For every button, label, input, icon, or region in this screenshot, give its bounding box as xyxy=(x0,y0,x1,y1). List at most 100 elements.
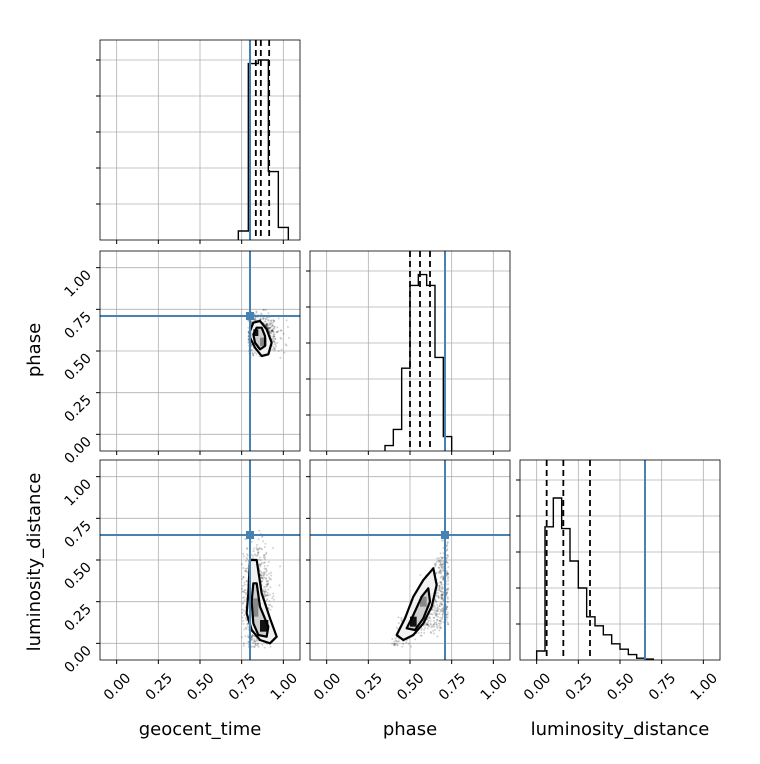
xlabel-luminosity-distance: luminosity_distance xyxy=(531,719,710,740)
sample-point xyxy=(436,626,439,629)
panel-content xyxy=(535,460,655,660)
sample-point xyxy=(420,628,423,631)
sample-point xyxy=(260,547,263,550)
sample-point xyxy=(260,312,263,315)
sample-point xyxy=(440,588,443,591)
sample-point xyxy=(440,560,443,563)
sample-point xyxy=(241,587,244,590)
sample-point xyxy=(262,309,265,312)
panel-content xyxy=(384,251,453,451)
sample-point xyxy=(439,568,442,571)
sample-point xyxy=(262,318,265,321)
sample-point xyxy=(265,570,268,573)
sample-point xyxy=(272,340,275,343)
sample-point xyxy=(436,606,439,609)
sample-point xyxy=(261,548,264,551)
sample-point xyxy=(441,597,444,600)
sample-point xyxy=(279,356,282,359)
sample-point xyxy=(261,588,264,591)
sample-point xyxy=(240,563,243,566)
sample-point xyxy=(263,590,266,593)
sample-point xyxy=(398,640,401,643)
sample-point xyxy=(446,555,449,558)
sample-point xyxy=(436,612,439,615)
sample-point xyxy=(435,572,438,575)
sample-point xyxy=(435,571,438,574)
sample-point xyxy=(397,622,400,625)
sample-point xyxy=(426,623,429,626)
sample-point xyxy=(433,619,436,622)
sample-point xyxy=(433,611,436,614)
sample-point xyxy=(440,603,443,606)
sample-point xyxy=(270,329,273,332)
sample-point xyxy=(258,529,261,532)
sample-point xyxy=(445,591,448,594)
sample-point xyxy=(440,596,443,599)
sample-point xyxy=(439,581,442,584)
density-block xyxy=(260,337,267,346)
sample-point xyxy=(433,605,436,608)
sample-point xyxy=(272,595,275,598)
sample-point xyxy=(246,547,249,550)
sample-point xyxy=(441,613,444,616)
sample-point xyxy=(255,543,258,546)
sample-point xyxy=(441,615,444,618)
sample-point xyxy=(440,565,443,568)
sample-point xyxy=(266,594,269,597)
sample-point xyxy=(440,593,443,596)
sample-point xyxy=(425,623,428,626)
sample-point xyxy=(271,335,274,338)
panel-geocent_time-phase: 0.00 0.25 0.50 0.75 1.00 xyxy=(61,250,301,467)
sample-point xyxy=(252,554,255,557)
sample-point xyxy=(433,616,436,619)
sample-point xyxy=(439,563,442,566)
sample-point xyxy=(270,329,273,332)
sample-point xyxy=(244,635,247,638)
sample-point xyxy=(440,575,443,578)
sample-point xyxy=(271,348,274,351)
sample-point xyxy=(264,591,267,594)
sample-point xyxy=(267,318,270,321)
sample-point xyxy=(264,594,267,597)
sample-point xyxy=(425,622,428,625)
sample-point xyxy=(262,317,265,320)
sample-point xyxy=(272,345,275,348)
sample-point xyxy=(434,613,437,616)
sample-point xyxy=(255,547,258,550)
sample-point xyxy=(447,565,450,568)
sample-point xyxy=(253,638,256,641)
sample-point xyxy=(441,567,444,570)
sample-point xyxy=(437,616,440,619)
sample-point xyxy=(260,571,263,574)
sample-point xyxy=(245,591,248,594)
sample-point xyxy=(446,605,449,608)
sample-point xyxy=(273,343,276,346)
sample-point xyxy=(263,554,266,557)
sample-point xyxy=(435,623,438,626)
sample-point xyxy=(263,561,266,564)
sample-point xyxy=(277,329,280,332)
sample-point xyxy=(264,556,267,559)
sample-point xyxy=(419,634,422,637)
sample-point xyxy=(266,592,269,595)
sample-point xyxy=(442,546,445,549)
sample-point xyxy=(242,576,245,579)
y-tick-label: 1.00 xyxy=(61,267,94,300)
sample-point xyxy=(274,337,277,340)
sample-point xyxy=(438,612,441,615)
sample-point xyxy=(243,614,246,617)
sample-point xyxy=(247,634,250,637)
sample-point xyxy=(257,538,260,541)
sample-point xyxy=(434,599,437,602)
sample-point xyxy=(272,319,275,322)
sample-point xyxy=(264,542,267,545)
sample-point xyxy=(265,568,268,571)
sample-point xyxy=(439,563,442,566)
sample-point xyxy=(438,588,441,591)
sample-point xyxy=(433,563,436,566)
sample-point xyxy=(440,583,443,586)
sample-point xyxy=(250,345,253,348)
sample-point xyxy=(247,330,250,333)
sample-point xyxy=(241,590,244,593)
